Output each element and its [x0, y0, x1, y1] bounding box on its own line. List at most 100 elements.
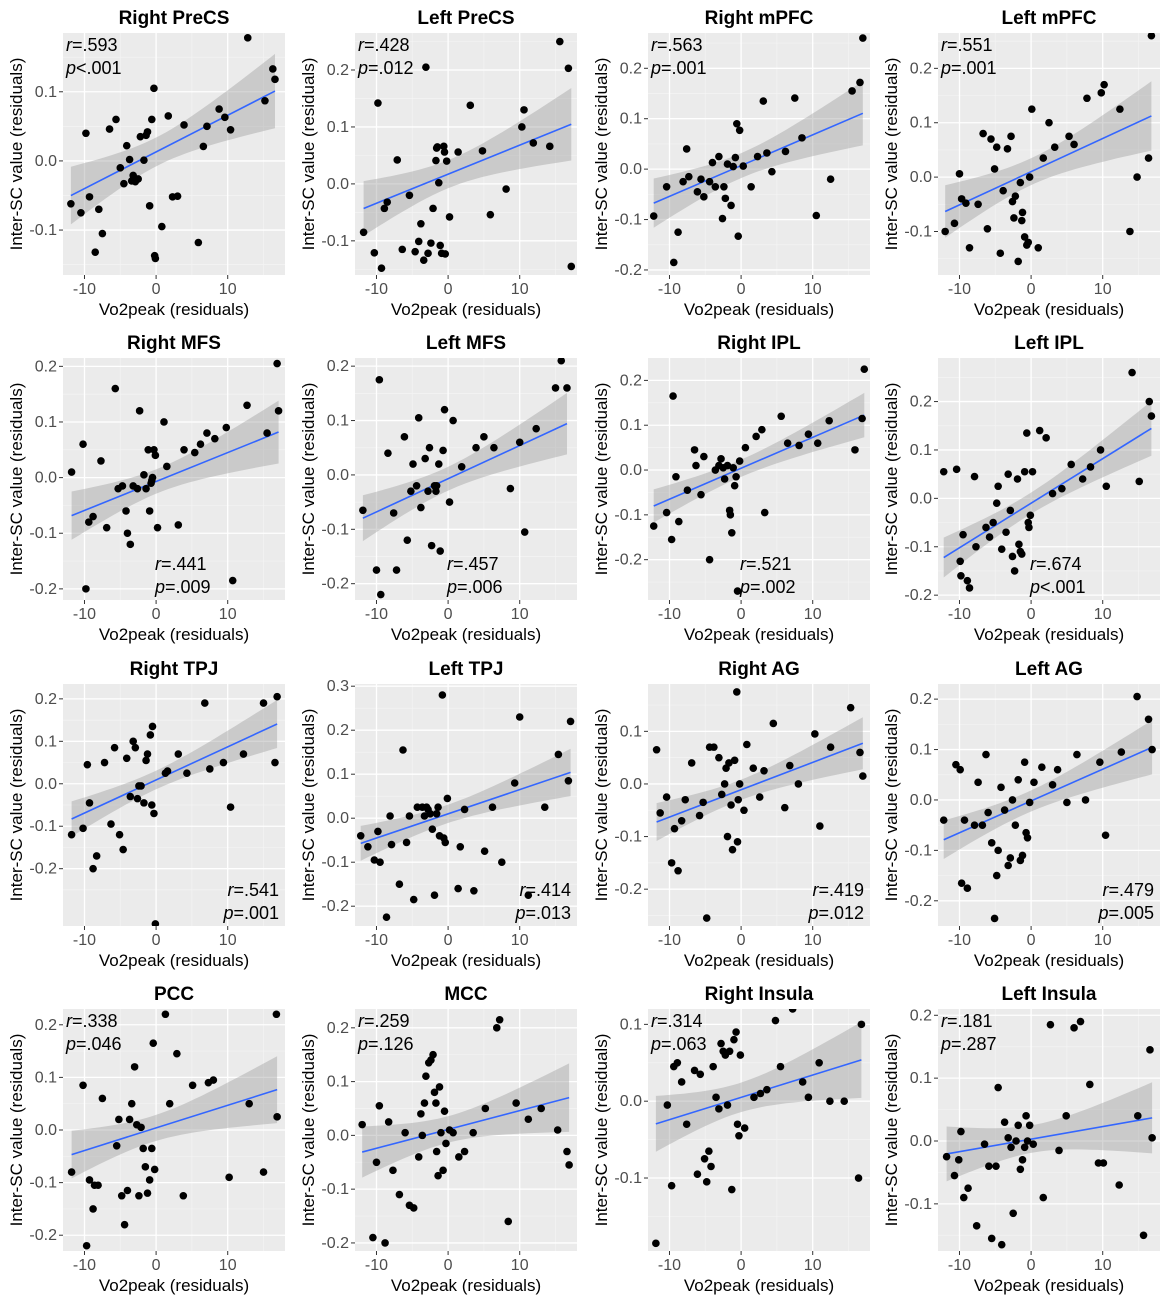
stat-r: r=.419 [812, 880, 864, 900]
data-point [960, 816, 969, 824]
y-tick-label: 0.1 [327, 1074, 349, 1091]
x-tick-label: 0 [152, 932, 161, 949]
y-tick-label: 0.3 [327, 678, 349, 695]
confidence-band [943, 720, 1153, 859]
y-tick-label: -0.1 [321, 233, 349, 250]
data-point [667, 535, 676, 544]
data-point [791, 94, 799, 102]
data-point [957, 879, 966, 887]
data-point [440, 1107, 449, 1115]
y-tick-label: 0.1 [35, 84, 57, 101]
data-point [158, 222, 166, 231]
stat-p: p=.006 [446, 577, 503, 597]
data-point [512, 1099, 520, 1107]
x-tick-label: 10 [219, 1257, 237, 1274]
data-point [725, 759, 733, 767]
data-point [700, 1155, 709, 1163]
data-point [133, 484, 142, 493]
data-point [130, 1063, 139, 1071]
x-tick-label: 10 [219, 606, 237, 623]
x-axis-label: Vo2peak (residuals) [391, 625, 541, 644]
data-point [432, 481, 441, 490]
data-point [134, 175, 142, 183]
data-point [1029, 1140, 1038, 1148]
data-point [1010, 214, 1018, 222]
panel-5: -10 0 10 -0.2 -0.1 0.0 0.1 0.2 Right MFS Vo2peak … [7, 333, 285, 644]
stat-p: p=.013 [514, 903, 571, 923]
data-point [455, 1153, 463, 1161]
data-point [992, 1162, 1000, 1170]
data-point [67, 830, 76, 839]
data-point [540, 803, 549, 811]
data-point [959, 530, 967, 539]
data-point [91, 248, 100, 256]
data-point [424, 487, 432, 496]
data-point [272, 1010, 281, 1019]
data-point [372, 1158, 381, 1167]
data-point [209, 1076, 218, 1084]
data-point [750, 1093, 758, 1102]
data-point [997, 545, 1006, 553]
data-point [794, 780, 803, 788]
y-axis-label: Inter-SC value (residuals) [299, 383, 318, 576]
y-tick-label: 0.1 [35, 733, 57, 750]
data-point [994, 846, 1002, 855]
y-tick-label: 0.1 [620, 1016, 642, 1033]
data-point [1097, 89, 1106, 97]
data-point [150, 809, 158, 818]
data-point [149, 1039, 158, 1047]
x-tick-label: -10 [73, 1257, 96, 1274]
data-point [725, 1047, 734, 1056]
data-point [405, 812, 414, 820]
data-point [375, 1102, 384, 1110]
data-point [848, 87, 856, 95]
data-point [717, 790, 726, 799]
panel-title: Right AG [718, 659, 800, 680]
data-point [116, 164, 125, 172]
data-point [434, 803, 442, 811]
data-point [140, 471, 148, 479]
data-point [492, 1024, 501, 1032]
data-point [153, 523, 162, 532]
data-point [426, 810, 434, 818]
data-point [1083, 94, 1091, 103]
y-tick-label: 0.0 [327, 176, 349, 193]
data-point [199, 142, 208, 151]
regression-line [71, 1088, 278, 1156]
data-point [825, 416, 833, 425]
confidence-band [655, 1021, 862, 1152]
data-point [221, 113, 229, 122]
data-point [939, 816, 948, 824]
data-point [117, 1191, 126, 1200]
data-point [1020, 1143, 1029, 1152]
panel-background [648, 684, 870, 926]
data-point [417, 503, 425, 512]
x-tick-label: 10 [804, 932, 822, 949]
data-point [565, 1161, 573, 1169]
data-point [702, 914, 711, 922]
panel-15: -10 0 10 -0.1 0.0 0.1 Right Insula Vo2peak (res… [592, 984, 870, 1295]
data-point [518, 123, 526, 131]
data-point [567, 262, 576, 271]
data-point [777, 412, 785, 421]
x-tick-label: 0 [1027, 1257, 1036, 1274]
data-point [771, 1016, 780, 1025]
data-point [1050, 143, 1059, 152]
regression-line [362, 422, 568, 519]
data-point [669, 258, 678, 267]
data-point [1038, 763, 1046, 771]
data-point [417, 219, 425, 228]
data-point [756, 1089, 765, 1098]
data-point [551, 384, 560, 392]
data-point [717, 1039, 725, 1048]
data-point [112, 115, 120, 124]
data-point [142, 756, 150, 765]
confidence-band [71, 400, 279, 540]
data-point [1135, 477, 1144, 486]
data-point [194, 238, 203, 247]
data-point [726, 511, 735, 519]
confidence-band [71, 1056, 278, 1179]
x-tick-label: -10 [73, 606, 96, 623]
data-point [395, 880, 404, 888]
data-point [705, 1147, 713, 1155]
